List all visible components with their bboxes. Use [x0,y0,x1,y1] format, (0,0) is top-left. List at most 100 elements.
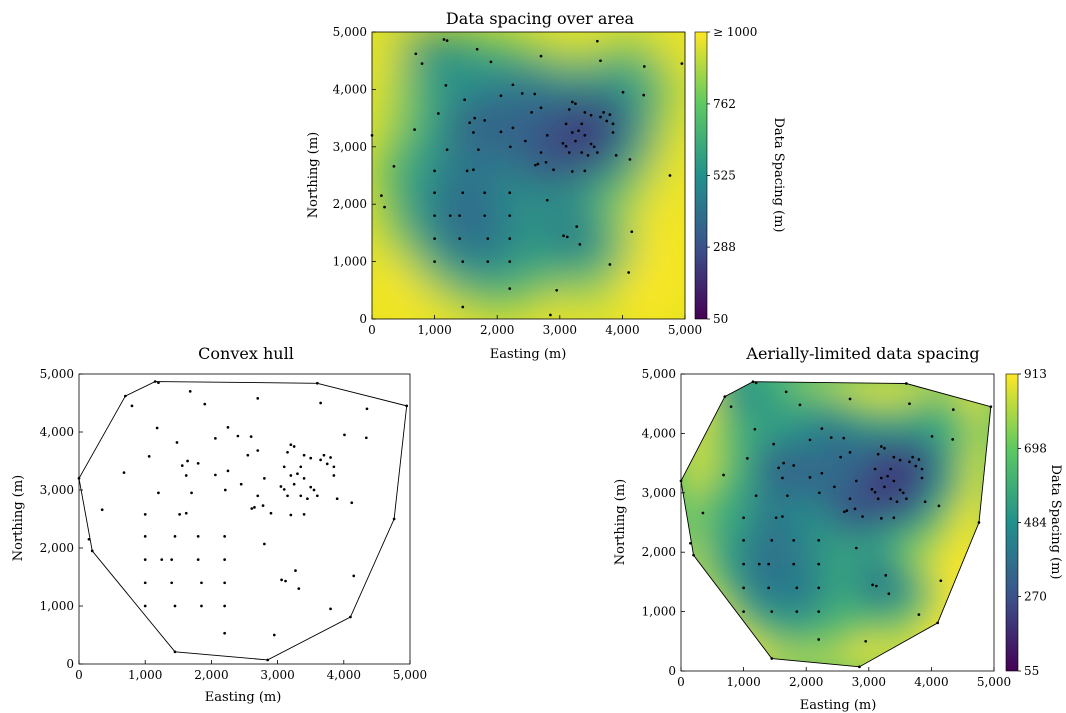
br-cell [977,410,987,420]
br-cell [758,447,768,457]
br-cell [837,381,846,390]
br-cell [790,507,799,516]
br-cell [938,536,948,546]
top-cell [598,53,608,62]
hull-sample-point [263,477,266,480]
hull-sample-point [280,578,283,582]
br-cell [813,544,823,553]
top-cell [496,38,506,47]
br-cell [946,462,956,472]
top-cell [535,32,545,40]
top-cell [457,38,467,47]
top-cell [645,175,655,184]
br-cell [915,418,925,427]
top-cell [567,218,576,227]
top-cell [512,253,522,263]
top-cell [520,261,529,270]
top-cell [457,296,467,306]
br-cell [782,462,792,472]
top-cell [387,275,396,284]
top-cell [387,81,396,90]
br-cell [852,640,862,650]
top-cell [528,146,537,155]
top-cell [512,74,522,83]
br-cell [860,581,870,590]
br-cell [883,611,893,620]
br-cell [930,618,940,627]
top-cell [434,210,443,220]
br-cell [860,470,870,479]
br-cell [766,432,776,442]
top-cell [629,203,639,212]
br-sample-point [795,586,799,590]
top-cell [520,275,529,284]
top-cell [418,124,428,133]
br-cell [907,544,917,553]
br-cell [703,514,713,523]
top-cell [551,275,561,284]
top-cell [457,74,467,83]
br-cell [790,522,799,531]
top-cell [387,311,396,319]
br-cell [813,499,823,509]
br-cell [774,559,784,568]
br-cell [821,395,831,405]
top-cell [379,253,389,263]
top-cell [528,124,537,133]
br-cell [860,395,870,405]
br-cell [907,573,917,583]
top-cell [449,60,459,69]
top-cell [520,124,529,133]
br-cell [758,633,768,642]
top-cell [449,74,459,83]
top-cell [637,182,647,191]
br-cell [735,492,745,501]
top-cell [637,74,647,83]
top-cell [629,167,639,176]
br-cell [774,603,784,613]
top-sample-point [586,154,590,157]
top-cell [520,117,529,126]
top-cell [457,175,467,184]
br-sample-point [820,427,824,430]
top-cell [387,153,396,162]
br-cell [782,559,792,568]
br-cell [907,625,917,635]
br-cell [860,514,870,523]
br-cell [711,544,721,553]
top-cell [668,167,678,176]
top-cell [379,282,389,291]
hull-sample-point [302,453,306,457]
hull-sample-point [122,471,126,474]
br-cell [852,484,862,494]
top-cell [496,311,506,319]
br-cell [844,581,854,590]
top-cell [653,246,663,255]
br-cell [868,603,878,613]
top-cell [402,275,412,284]
top-cell [551,139,561,148]
top-cell [426,74,436,83]
top-cell [528,239,537,248]
br-cell [907,507,917,516]
br-cell [743,462,752,472]
top-cell [465,32,475,40]
top-cell [504,88,514,98]
top-cell [449,218,459,227]
br-cell [782,470,792,479]
top-cell [426,146,436,155]
br-cell [774,410,784,420]
br-cell [915,470,925,479]
br-cell [923,403,932,412]
top-cell [449,53,459,62]
top-cell [653,146,663,155]
hull-sample-point [329,607,332,611]
top-cell [668,131,678,141]
top-cell [614,60,623,69]
br-cell [930,551,940,561]
br-cell [891,440,901,449]
top-cell [543,167,553,176]
top-cell [473,117,483,126]
top-cell [418,261,428,270]
br-sample-point [817,638,821,641]
